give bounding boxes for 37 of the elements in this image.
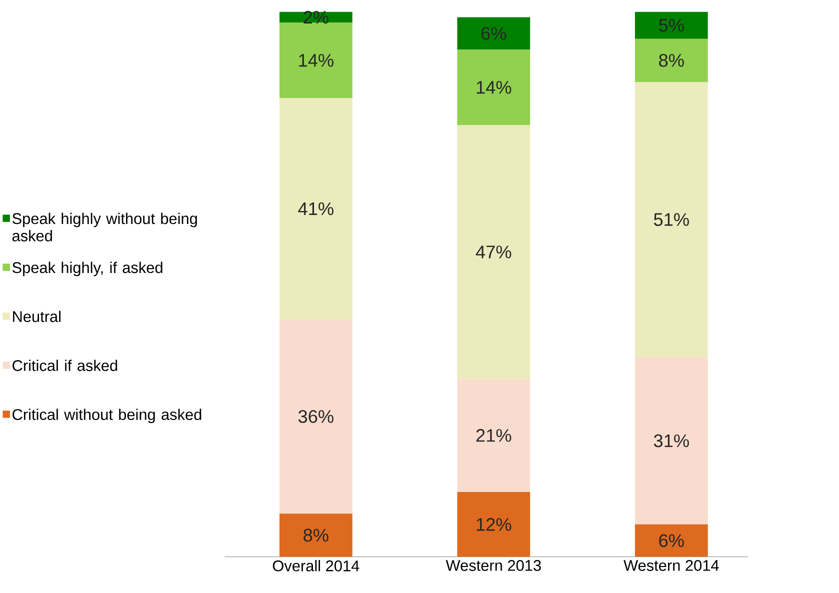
bar [279,22,352,98]
legend-label: Neutral [13,310,60,322]
bar [279,319,352,514]
data-label: 14% [299,54,334,67]
data-label: 8% [304,528,328,542]
data-label: 41% [298,202,334,215]
bar [279,98,352,320]
data-label: 14% [476,80,512,94]
legend-label: Speak highly without being asked [12,212,197,242]
bar [634,12,708,39]
data-label: 36% [298,410,334,423]
bar [457,378,530,492]
data-label: 6% [481,26,506,40]
data-label: 51% [654,213,689,226]
legend-label: Critical if asked [12,360,118,371]
data-label: 5% [659,18,684,32]
bar [457,125,530,379]
data-label: 31% [654,434,689,448]
data-label: 21% [476,428,512,442]
bar [634,524,708,557]
data-label: 6% [659,534,684,547]
legend-label: Critical without being asked [12,408,202,423]
data-label: 2% [304,10,328,24]
x-tick-label: Overall 2014 [272,560,360,572]
data-label: 47% [476,245,512,258]
bar [279,514,352,557]
x-tick-label: Western 2013 [446,560,541,571]
bar [457,17,530,50]
bar [634,357,708,524]
bar [457,492,530,557]
data-label: 12% [476,518,512,531]
bar [634,82,708,358]
legend-label: Speak highly, if asked [12,262,162,276]
data-label: 8% [659,54,684,67]
bar [457,49,530,126]
x-tick-label: Western 2014 [624,560,719,571]
bar [634,38,708,82]
